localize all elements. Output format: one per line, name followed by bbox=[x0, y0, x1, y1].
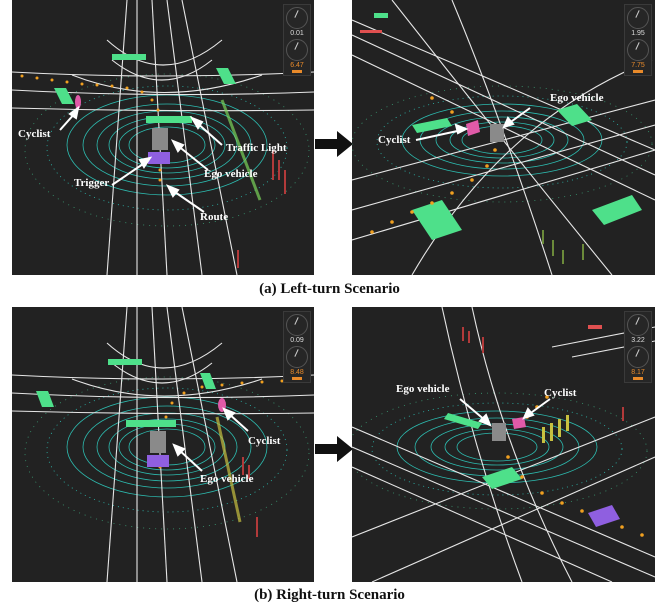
annotation-arrows bbox=[172, 407, 249, 472]
label-ego-vehicle: Ego vehicle bbox=[550, 92, 604, 104]
road-lines bbox=[352, 307, 655, 582]
lidar-rings bbox=[24, 376, 310, 530]
label-ego-vehicle: Ego vehicle bbox=[204, 168, 258, 180]
telemetry-hud: 0.09 8.48 bbox=[283, 311, 311, 383]
cyclist-trail bbox=[220, 99, 262, 201]
annotation-arrows bbox=[459, 398, 551, 427]
label-cyclist: Cyclist bbox=[18, 128, 51, 140]
lidar-points-yellow bbox=[542, 415, 569, 443]
lidar-points-red bbox=[462, 327, 624, 421]
telemetry-hud: 1.95 7.75 bbox=[624, 4, 652, 76]
telemetry-hud: 0.01 6.47 bbox=[283, 4, 311, 76]
ego-vehicle bbox=[152, 128, 168, 150]
hud-value-top: 3.22 bbox=[631, 337, 645, 344]
trigger-zone bbox=[148, 152, 170, 164]
scene-right-turn-start bbox=[12, 307, 314, 582]
label-ego-vehicle: Ego vehicle bbox=[200, 473, 254, 485]
speed-dial-icon bbox=[627, 314, 649, 336]
trigger-zone bbox=[147, 455, 169, 467]
hud-indicator-bar bbox=[633, 70, 643, 73]
transition-arrow-icon bbox=[315, 131, 353, 157]
cyclist-marker bbox=[75, 95, 81, 109]
scene-left-turn-start bbox=[12, 0, 314, 275]
ego-vehicle bbox=[150, 431, 166, 453]
annotation-arrows bbox=[415, 107, 531, 141]
label-cyclist: Cyclist bbox=[544, 387, 577, 399]
caption-right-turn: (b) Right-turn Scenario bbox=[254, 587, 405, 603]
traffic-lights bbox=[444, 413, 522, 489]
panel-right-turn-start: 0.09 8.48 Cyclist Ego vehicle bbox=[12, 307, 314, 582]
annotation-arrows bbox=[59, 105, 223, 213]
label-traffic-light: Traffic Light bbox=[226, 142, 287, 154]
trigger-zone bbox=[588, 505, 620, 527]
telemetry-hud: 3.22 8.17 bbox=[624, 311, 652, 383]
lidar-points-red bbox=[242, 457, 258, 537]
gauge-dial-icon bbox=[286, 346, 308, 368]
hud-indicator-bar bbox=[633, 377, 643, 380]
ego-vehicle bbox=[490, 124, 504, 142]
hud-value-bottom: 8.17 bbox=[631, 369, 645, 376]
traffic-lights bbox=[374, 13, 642, 240]
panel-left-turn-end: 1.95 7.75 Cyclist Ego vehicle bbox=[352, 0, 655, 275]
hud-value-top: 0.09 bbox=[290, 337, 304, 344]
road-lines bbox=[12, 307, 314, 582]
scene-left-turn-end bbox=[352, 0, 655, 275]
cyclist-marker bbox=[466, 120, 480, 136]
label-cyclist: Cyclist bbox=[378, 134, 411, 146]
panel-right-turn-end: 3.22 8.17 Ego vehicle Cyclist bbox=[352, 307, 655, 582]
speed-dial-icon bbox=[286, 7, 308, 29]
speed-dial-icon bbox=[627, 7, 649, 29]
label-trigger: Trigger bbox=[74, 177, 110, 189]
hud-value-bottom: 6.47 bbox=[290, 62, 304, 69]
cyclist-trail bbox=[215, 416, 242, 523]
red-signal bbox=[588, 325, 602, 329]
red-signal bbox=[360, 30, 382, 33]
lidar-points bbox=[542, 230, 584, 264]
gauge-dial-icon bbox=[627, 39, 649, 61]
hud-value-top: 0.01 bbox=[290, 30, 304, 37]
ego-vehicle bbox=[492, 423, 506, 441]
panel-left-turn-start: 0.01 6.47 Cyclist Traffic Light Trigger … bbox=[12, 0, 314, 275]
hud-value-top: 1.95 bbox=[631, 30, 645, 37]
hud-value-bottom: 8.48 bbox=[290, 369, 304, 376]
scene-right-turn-end bbox=[352, 307, 655, 582]
hud-indicator-bar bbox=[292, 70, 302, 73]
cyclist-marker bbox=[512, 417, 526, 429]
lidar-points-red bbox=[237, 150, 286, 268]
hud-indicator-bar bbox=[292, 377, 302, 380]
hud-value-bottom: 7.75 bbox=[631, 62, 645, 69]
caption-left-turn: (a) Left-turn Scenario bbox=[259, 281, 400, 297]
label-route: Route bbox=[200, 211, 229, 223]
route-path bbox=[158, 378, 304, 469]
speed-dial-icon bbox=[286, 314, 308, 336]
label-ego-vehicle: Ego vehicle bbox=[396, 383, 450, 395]
traffic-lights bbox=[36, 359, 216, 427]
traffic-lights bbox=[54, 54, 236, 123]
label-cyclist: Cyclist bbox=[248, 435, 281, 447]
gauge-dial-icon bbox=[286, 39, 308, 61]
gauge-dial-icon bbox=[627, 346, 649, 368]
transition-arrow-icon bbox=[315, 436, 353, 462]
